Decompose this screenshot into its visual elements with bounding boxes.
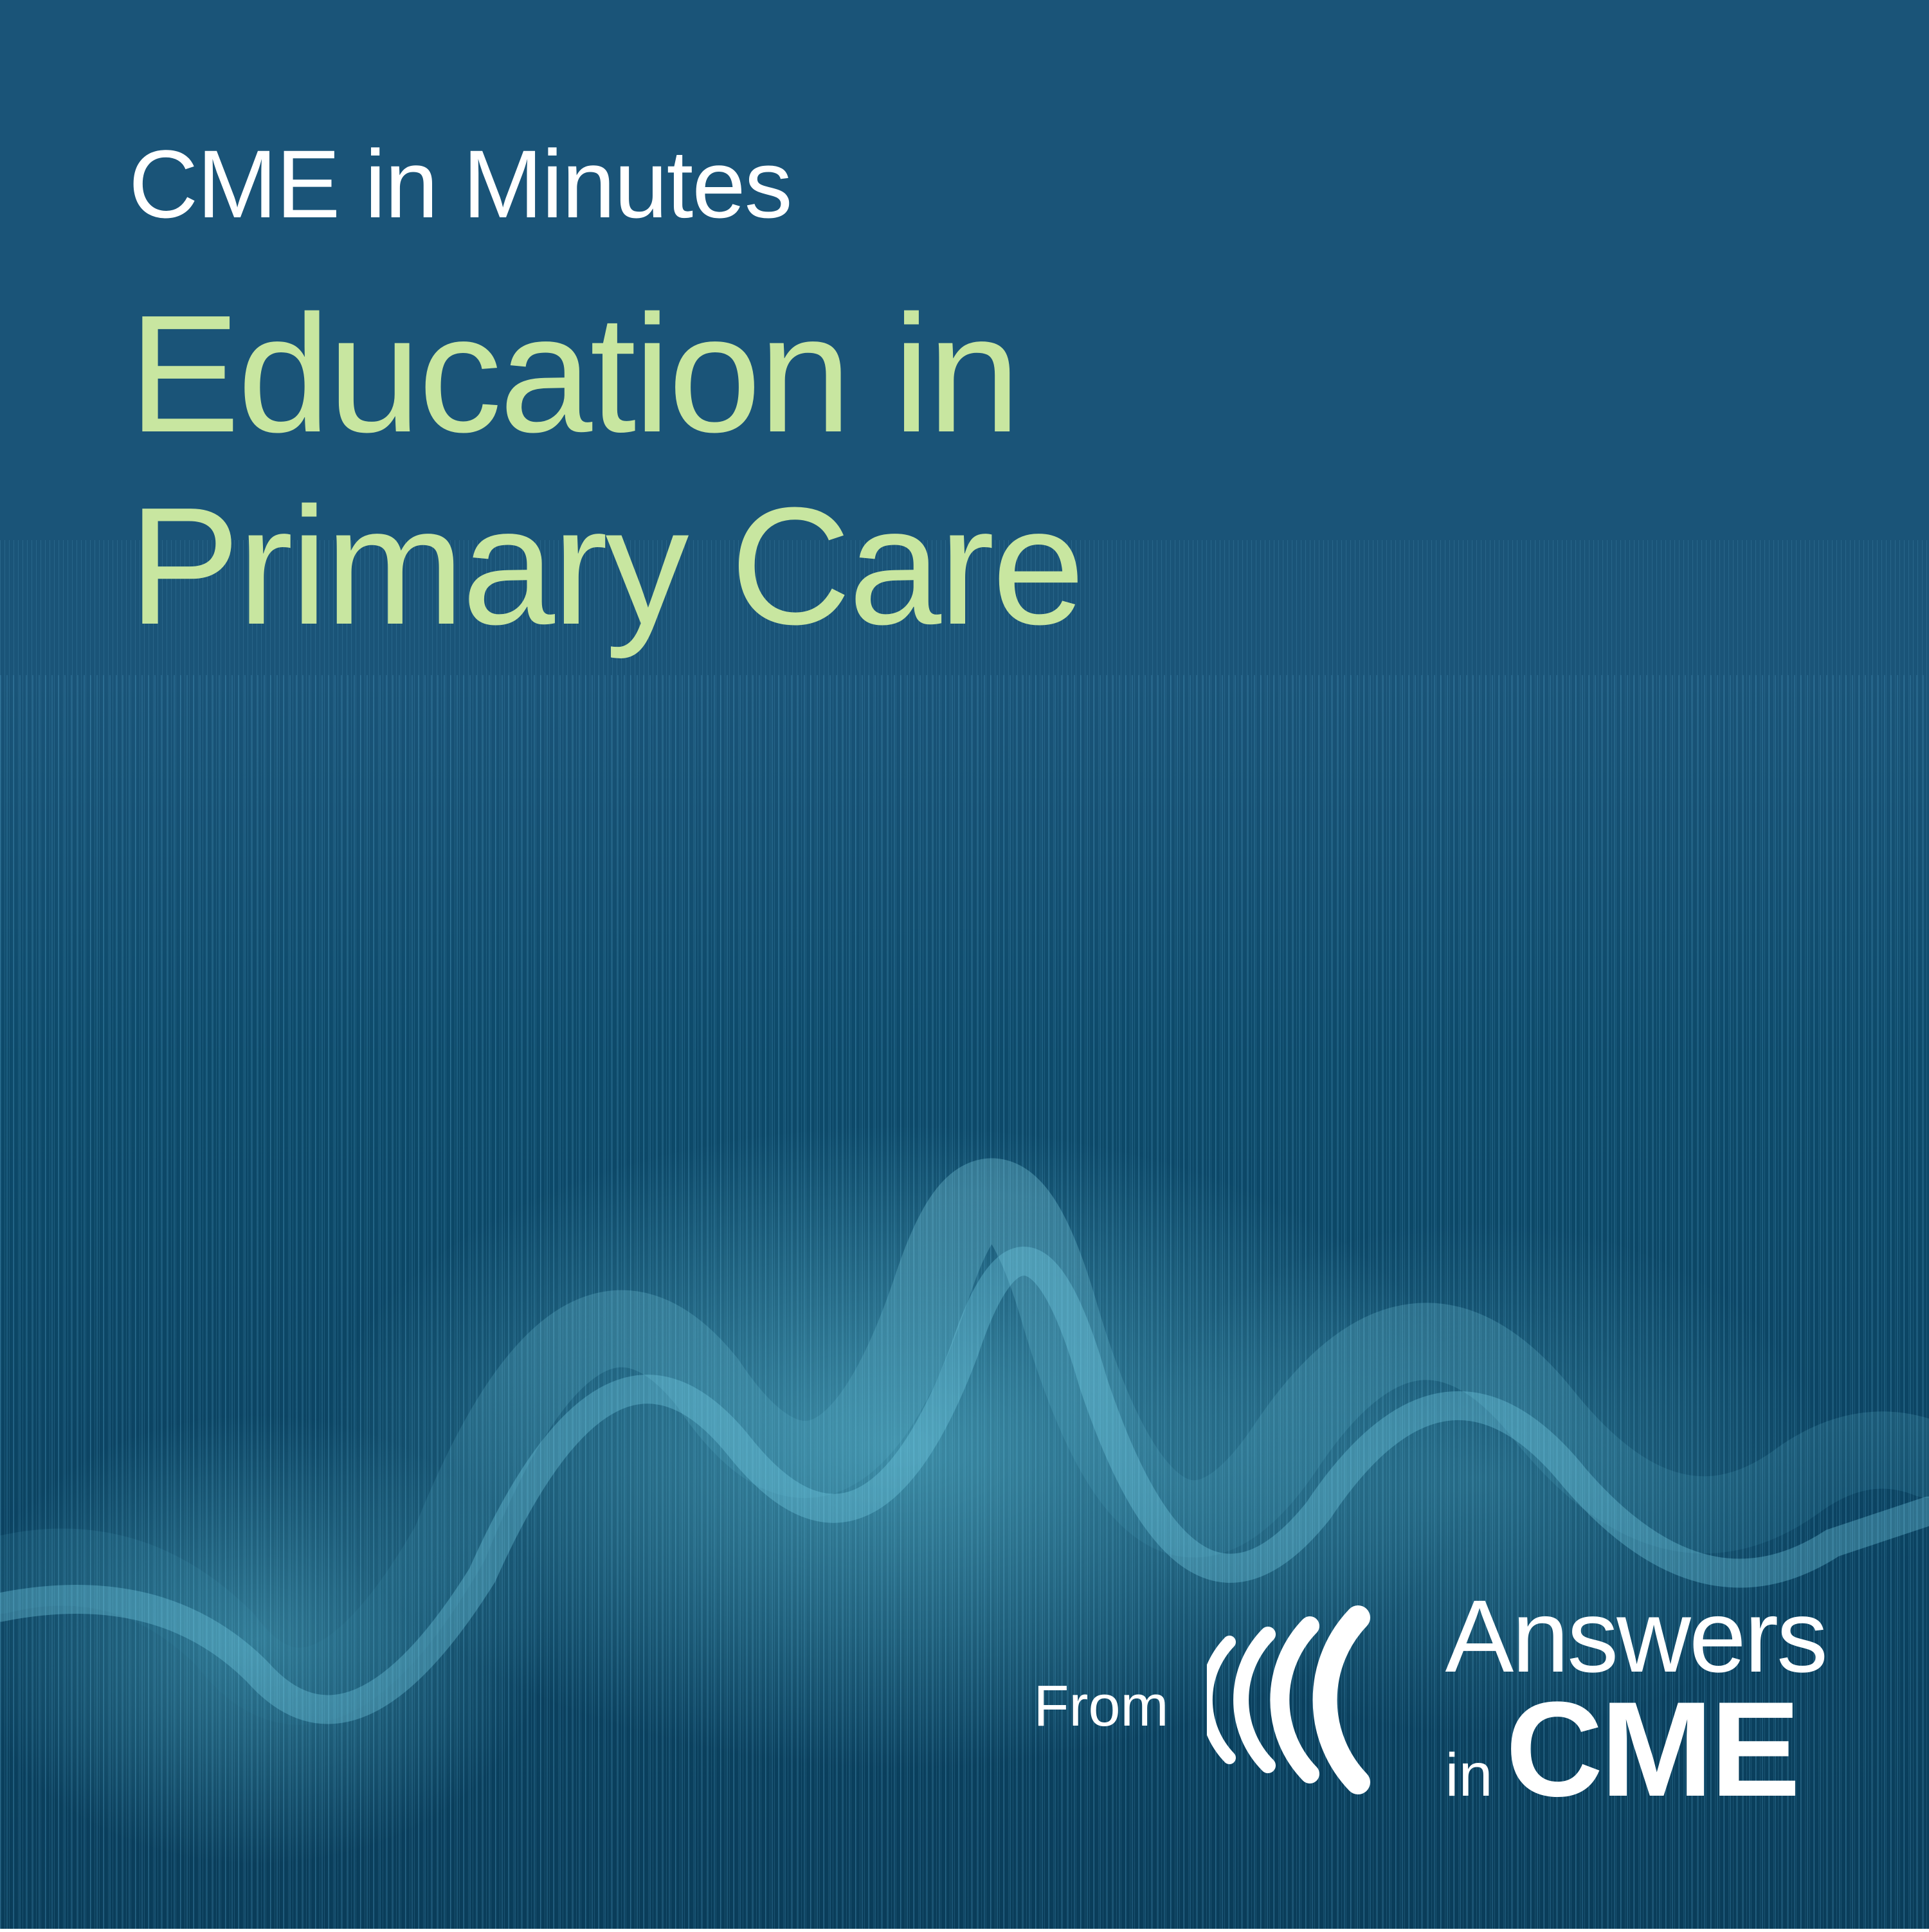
main-title: Education in Primary Care: [129, 278, 1800, 663]
logo-cme-text: CME: [1505, 1685, 1798, 1814]
logo-in-text: in: [1445, 1746, 1492, 1804]
header-content: CME in Minutes Education in Primary Care: [0, 0, 1929, 663]
title-line-2: Primary Care: [129, 471, 1800, 663]
title-line-1: Education in: [129, 278, 1800, 471]
answers-in-cme-logo: Answers in CME: [1207, 1587, 1826, 1814]
logo-answers-text: Answers: [1445, 1587, 1826, 1685]
footer-attribution: From Answers in CME: [1034, 1587, 1827, 1814]
logo-bottom-row: in CME: [1445, 1685, 1826, 1814]
subtitle: CME in Minutes: [129, 129, 1800, 240]
logo-text: Answers in CME: [1445, 1587, 1826, 1814]
from-label: From: [1034, 1674, 1169, 1740]
logo-arcs-icon: [1207, 1603, 1419, 1796]
